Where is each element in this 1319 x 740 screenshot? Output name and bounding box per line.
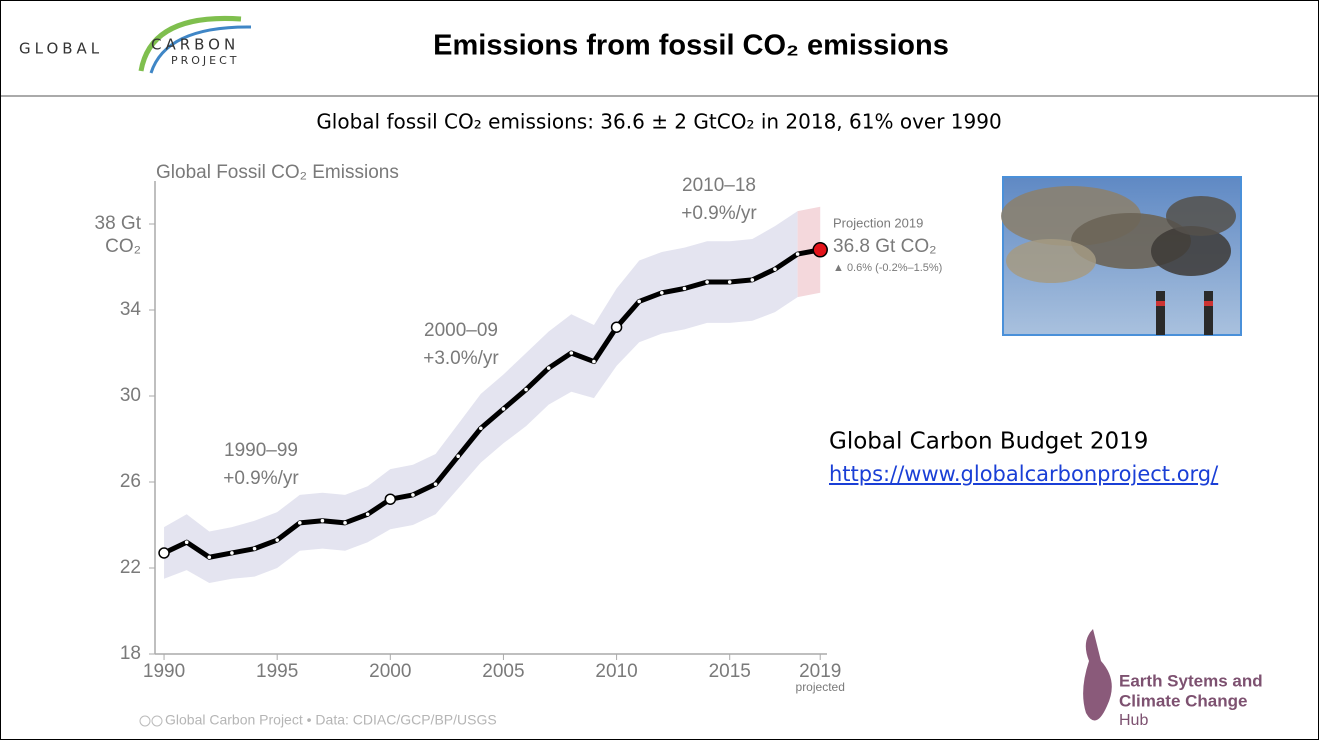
point — [343, 521, 347, 525]
annotation: 2000–09 — [424, 320, 498, 341]
photo — [1001, 176, 1242, 336]
y-tick-label: 38 Gt CO₂ — [94, 213, 141, 257]
y-tick-label: 34 — [120, 299, 142, 320]
point — [637, 299, 642, 304]
side-link[interactable]: https://www.globalcarbonproject.org/ — [829, 462, 1219, 486]
hub-logo — [1083, 629, 1112, 721]
logo-arc — [138, 15, 242, 72]
annotation: 2010–18 — [682, 175, 756, 196]
projection-point — [812, 242, 828, 258]
x-tick-label: 2019 — [799, 661, 841, 682]
point — [773, 267, 777, 271]
annotation: +3.0%/yr — [423, 348, 499, 369]
x-tick-label: 1995 — [256, 661, 298, 682]
uncertainty-band — [164, 211, 798, 584]
point — [479, 426, 483, 431]
chart-source: Global Carbon Project • Data: CDIAC/GCP/… — [165, 712, 497, 728]
projection-change: ▲ 0.6% (-0.2%–1.5%) — [833, 262, 942, 274]
point — [682, 286, 687, 291]
x-tick-label: 2015 — [709, 661, 751, 682]
cc-icon — [139, 715, 151, 727]
logo-text: PROJECT — [171, 54, 240, 67]
point — [275, 538, 279, 542]
chart-title: Global Fossil CO₂ Emissions — [156, 162, 399, 183]
y-tick-label: 22 — [120, 557, 141, 578]
line — [162, 247, 821, 560]
hub-text: Earth Sytems and — [1119, 671, 1263, 690]
point — [727, 280, 732, 284]
projection-heading: Projection 2019 — [833, 215, 923, 230]
logo-text: CARBON — [151, 36, 239, 54]
point — [750, 278, 755, 282]
annotation: +0.9%/yr — [681, 203, 757, 224]
point — [158, 547, 170, 559]
y-tick-label: 30 — [120, 385, 141, 406]
point — [298, 521, 302, 525]
point — [610, 321, 623, 333]
projection-value: 36.8 Gt CO₂ — [833, 236, 936, 257]
point — [384, 493, 397, 505]
logo-text: GLOBAL — [19, 40, 103, 58]
point — [705, 280, 709, 284]
point — [546, 366, 551, 370]
point — [433, 482, 438, 486]
hub-text: Climate Change — [1119, 691, 1247, 710]
slide-title: Emissions from fossil CO₂ emissions — [433, 30, 949, 62]
side-heading: Global Carbon Budget 2019 — [829, 429, 1148, 455]
x-tick-label: 2005 — [482, 661, 524, 682]
x-tick-label: 2010 — [595, 661, 637, 682]
annotation: +0.9%/yr — [223, 468, 299, 489]
point — [230, 551, 234, 555]
point — [184, 540, 189, 544]
point — [456, 454, 460, 459]
x-tick-label: 2000 — [369, 661, 411, 682]
point — [569, 351, 574, 355]
point — [411, 493, 415, 497]
logo-arc — [149, 25, 252, 74]
point — [501, 407, 506, 411]
point — [320, 518, 325, 523]
x-tick-label: 1990 — [143, 661, 185, 682]
point — [207, 555, 212, 560]
slide-subtitle: Global fossil CO₂ emissions: 36.6 ± 2 Gt… — [316, 110, 1001, 134]
point — [795, 252, 800, 256]
y-tick-label: 18 — [120, 643, 141, 664]
cc-icon — [151, 715, 163, 727]
point — [660, 291, 664, 295]
y-tick-label: 26 — [120, 471, 141, 492]
annotation: 1990–99 — [224, 440, 298, 461]
x-tick-note: projected — [796, 680, 845, 694]
point — [524, 387, 528, 392]
point — [592, 359, 596, 364]
point — [365, 512, 370, 517]
hub-text: Hub — [1119, 712, 1148, 729]
point — [252, 546, 257, 551]
